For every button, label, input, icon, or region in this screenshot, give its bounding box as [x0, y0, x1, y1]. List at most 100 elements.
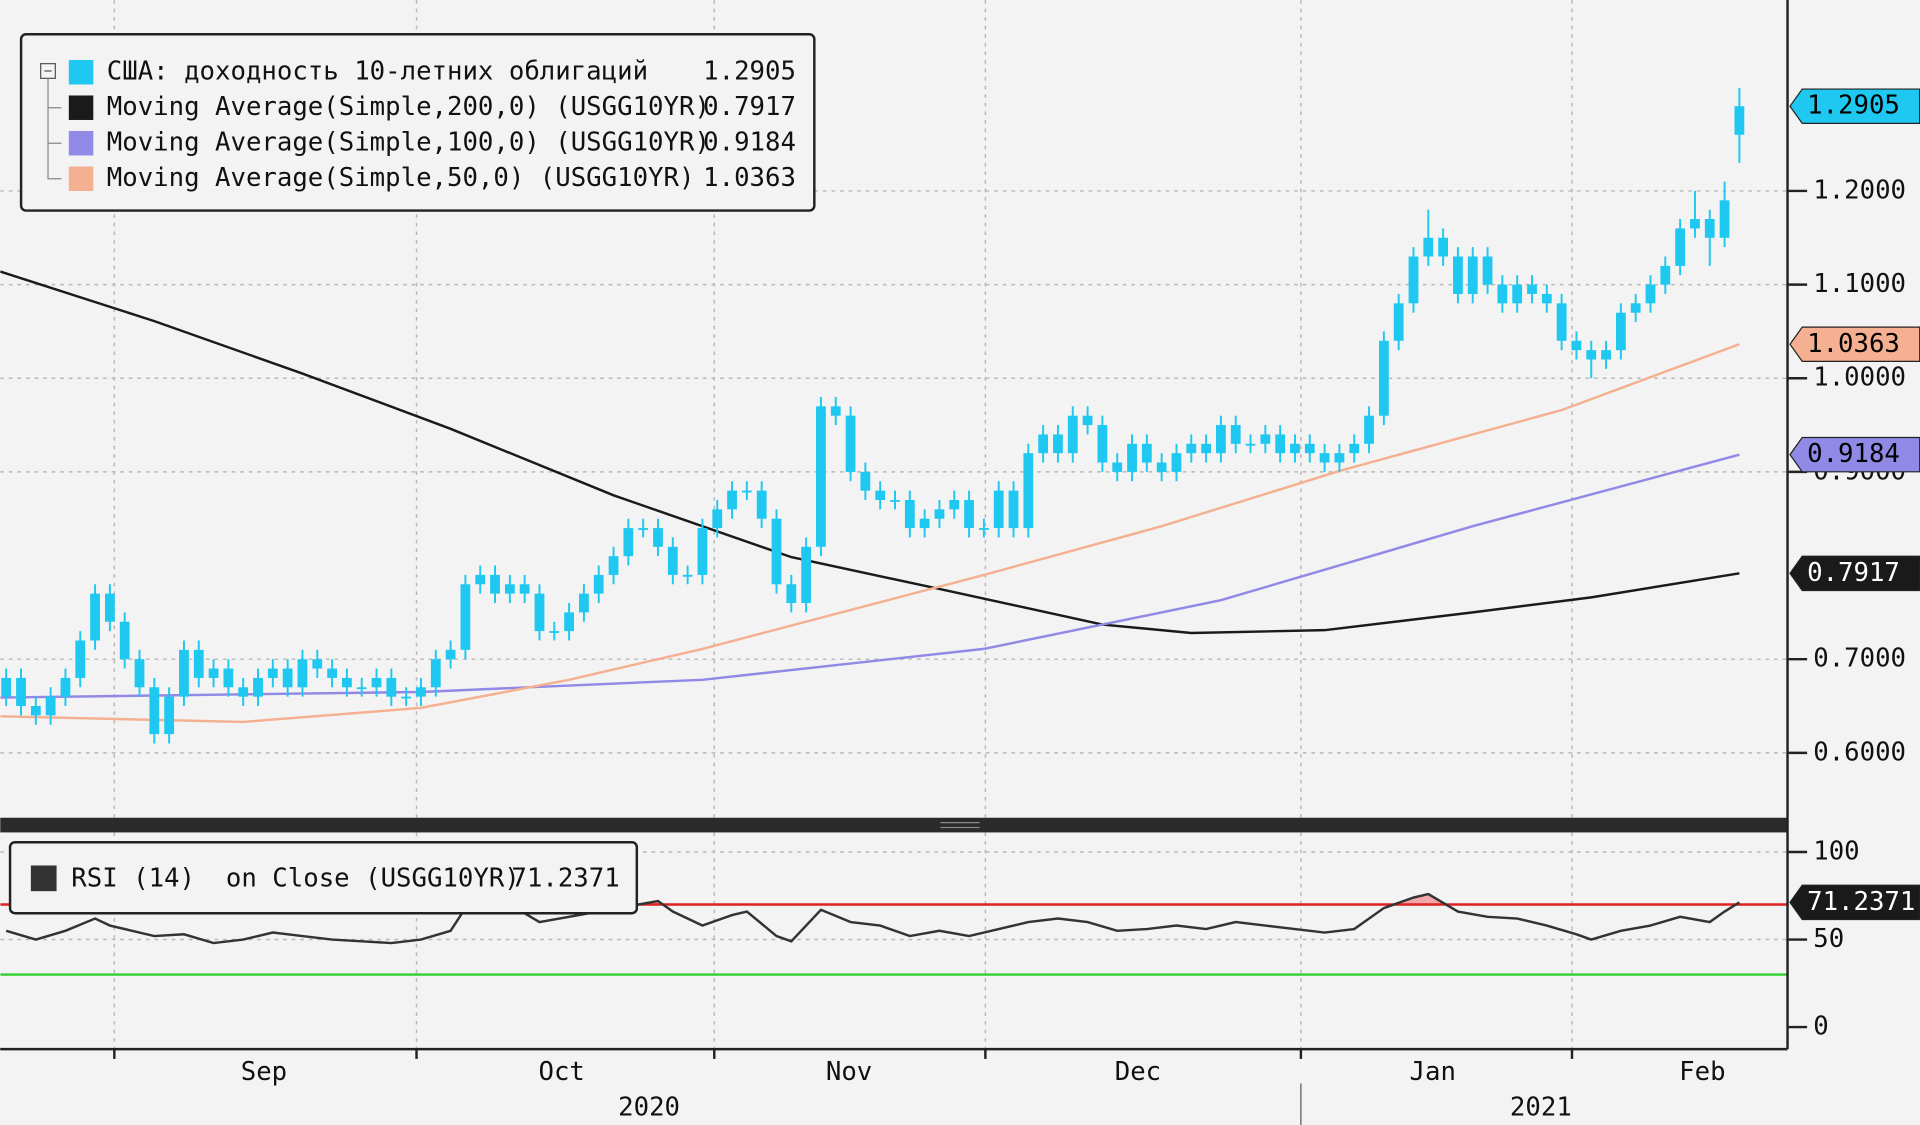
legend-swatch: [30, 865, 57, 892]
legend-label: RSI (14) on Close (USGG10YR): [71, 863, 520, 893]
candle-body: [16, 677, 26, 707]
candle-body: [1319, 453, 1330, 463]
value-badge-label: 1.0363: [1807, 329, 1900, 359]
candle-body: [682, 574, 693, 577]
candle-body: [1393, 303, 1404, 341]
legend-value: 1.2905: [703, 57, 796, 87]
candle-body: [312, 659, 323, 669]
candle-body: [638, 528, 649, 530]
candle-body: [1127, 443, 1137, 472]
candle-body: [519, 584, 530, 594]
candle-body: [934, 509, 945, 519]
candle-body: [919, 518, 930, 529]
candle-body: [579, 593, 589, 613]
candle-body: [1467, 256, 1478, 294]
candle-body: [208, 668, 219, 678]
candle-body: [386, 677, 397, 697]
legend-box: [19, 33, 816, 212]
candle-body: [904, 499, 915, 529]
candle-body: [1378, 340, 1389, 416]
candle-body: [223, 668, 234, 688]
candle-body: [60, 677, 71, 697]
candle-body: [267, 668, 278, 678]
candle-body: [1156, 462, 1167, 472]
candle-body: [756, 490, 767, 519]
candle-body: [1438, 237, 1449, 257]
candle-body: [816, 406, 826, 547]
candle-body: [623, 528, 634, 557]
candle-body: [697, 528, 708, 575]
candle-body: [193, 649, 204, 678]
legend-label: Moving Average(Simple,200,0) (USGG10YR): [107, 92, 710, 122]
candle-body: [30, 706, 41, 716]
candle-body: [845, 415, 856, 472]
candle-body: [238, 687, 249, 697]
year-label: 2020: [618, 1092, 680, 1122]
legend-swatch: [68, 166, 94, 191]
candle-body: [1, 677, 12, 697]
candle-body: [164, 696, 175, 735]
candle-body: [1334, 453, 1345, 463]
candle-body: [490, 574, 500, 594]
legend-swatch: [68, 130, 94, 156]
candle-body: [1645, 284, 1656, 304]
candle-body: [534, 593, 545, 632]
y-tick-label: 0.7000: [1813, 644, 1906, 674]
tree-lines: [47, 78, 62, 180]
candle-body: [1527, 284, 1537, 294]
candle-body: [282, 668, 293, 688]
candle-body: [830, 406, 841, 416]
candle-body: [1690, 219, 1700, 229]
candle-body: [475, 574, 486, 585]
legend-label: США: доходность 10-летних облигаций: [107, 57, 648, 87]
rsi-legend: RSI (14) on Close (USGG10YR)71.2371: [8, 840, 639, 915]
legend-value: 0.7917: [703, 92, 796, 122]
candle-body: [179, 649, 189, 697]
candle-body: [342, 677, 352, 688]
axes: Sep Oct Nov Dec Jan Feb 2020 2021 0.6000 0.7000 0.…: [113, 88, 1920, 1125]
x-tick-label: Dec: [1115, 1057, 1161, 1087]
value-badge-label: 71.2371: [1807, 887, 1915, 917]
value-badge-label: 1.2905: [1807, 91, 1900, 121]
candle-body: [1423, 237, 1434, 257]
candle-body: [90, 593, 100, 641]
candle-body: [1260, 434, 1271, 444]
legend-label: Moving Average(Simple,100,0) (USGG10YR): [107, 128, 710, 158]
candle-body: [564, 612, 575, 632]
candle-body: [1571, 340, 1582, 351]
candle-body: [786, 584, 797, 604]
candle-body: [1053, 434, 1063, 454]
candle-body: [1512, 284, 1523, 304]
candle-body: [1364, 415, 1374, 444]
candle-body: [1497, 284, 1508, 304]
legend: США: доходность 10-летних облигаций 1.290…: [19, 33, 816, 212]
candle-body: [149, 687, 160, 735]
candle-body: [504, 584, 515, 594]
candle-body: [1008, 490, 1019, 529]
candle-body: [1734, 106, 1745, 135]
x-tick-label: Oct: [538, 1057, 584, 1087]
candle-body: [1675, 228, 1686, 266]
candle-body: [401, 696, 412, 699]
rsi-tick-label: 0: [1813, 1012, 1828, 1042]
candle-body: [134, 659, 145, 688]
candle-body: [1556, 303, 1567, 341]
candle-body: [860, 471, 871, 491]
y-tick-label: 1.1000: [1813, 269, 1906, 299]
legend-label: Moving Average(Simple,50,0) (USGG10YR): [107, 163, 695, 193]
candle-body: [978, 528, 989, 530]
candle-body: [1171, 453, 1182, 472]
candle-body: [608, 556, 619, 575]
candle-body: [356, 687, 367, 690]
candle-body: [119, 621, 130, 660]
candle-body: [964, 499, 974, 529]
candle-body: [1660, 265, 1671, 285]
rsi-line: [5, 892, 1741, 945]
candle-body: [104, 593, 115, 622]
candle-body: [1615, 312, 1626, 351]
rsi-tick-label: 50: [1813, 924, 1844, 954]
candle-body: [1453, 256, 1463, 294]
candle-body: [653, 528, 663, 547]
